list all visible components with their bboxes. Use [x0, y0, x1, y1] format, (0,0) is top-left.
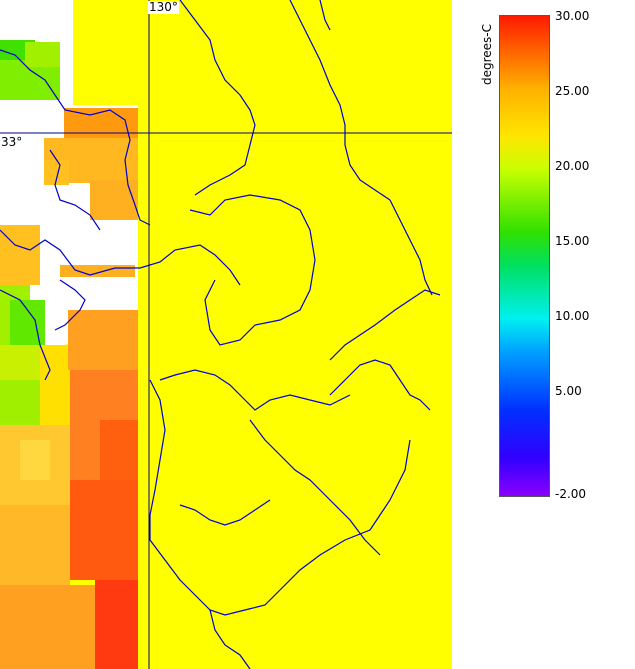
- graticule: [0, 0, 452, 669]
- colorbar-tick: 30.00: [555, 9, 590, 23]
- latitude-label: 33°: [0, 135, 24, 149]
- colorbar-unit-label: degrees-C: [480, 23, 494, 85]
- colorbar-tick: 10.00: [555, 309, 590, 323]
- colorbar-tick: -2.00: [555, 487, 587, 501]
- colorbar-tick: 5.00: [555, 384, 582, 398]
- coastlines: [0, 0, 441, 669]
- colorbar-tick: 20.00: [555, 159, 590, 173]
- colorbar-tick: 15.00: [555, 234, 590, 248]
- sst-map[interactable]: [0, 0, 452, 669]
- colorbar: [499, 15, 550, 497]
- longitude-label: 130°: [148, 0, 179, 14]
- colorbar-tick: 25.00: [555, 84, 590, 98]
